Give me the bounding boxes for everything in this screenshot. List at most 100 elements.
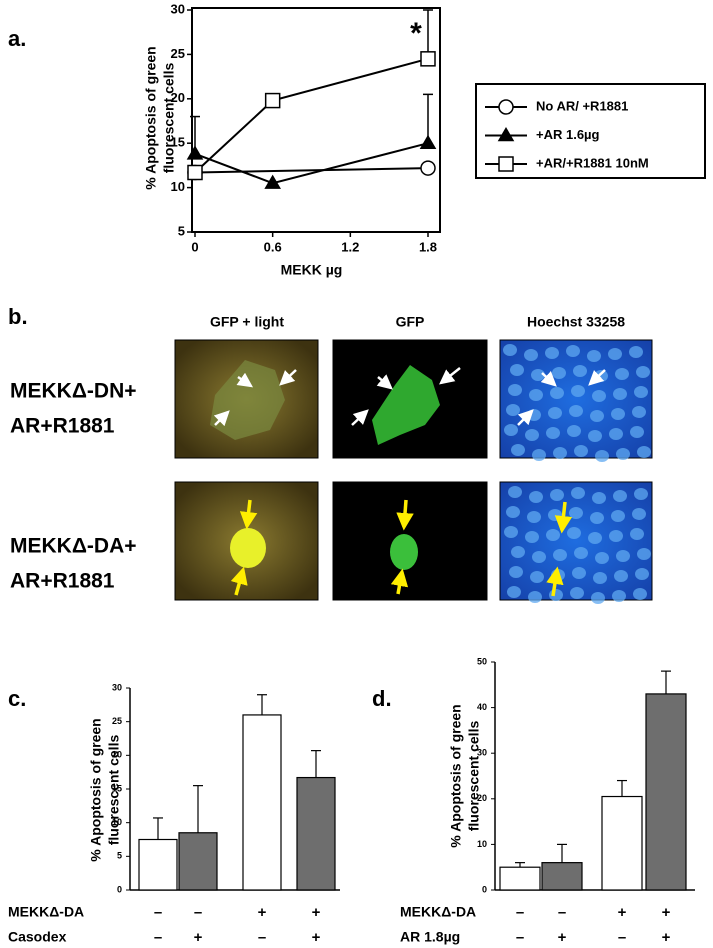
nucleus bbox=[510, 364, 524, 376]
nucleus bbox=[532, 449, 546, 461]
nucleus bbox=[588, 532, 602, 544]
nucleus bbox=[508, 384, 522, 396]
y-tick-label: 30 bbox=[112, 682, 122, 692]
y-tick-label: 30 bbox=[171, 1, 185, 16]
y-axis-label: fluorescent cells bbox=[106, 735, 122, 846]
y-tick-label: 5 bbox=[178, 223, 185, 238]
legend-box bbox=[475, 83, 706, 179]
nucleus bbox=[530, 571, 544, 583]
annotation: * bbox=[410, 17, 422, 50]
gfp-cells bbox=[372, 365, 440, 445]
nucleus bbox=[506, 404, 520, 416]
factor-label: AR 1.8µg bbox=[400, 929, 460, 945]
y-tick-label: 20 bbox=[112, 750, 122, 760]
y-tick-label: 15 bbox=[171, 135, 185, 150]
y-tick-label: 15 bbox=[112, 783, 122, 793]
nucleus bbox=[545, 347, 559, 359]
factor-sign: – bbox=[194, 904, 202, 921]
nucleus bbox=[630, 528, 644, 540]
nucleus bbox=[511, 546, 525, 558]
y-tick-label: 20 bbox=[171, 90, 185, 105]
column-header: GFP + light bbox=[210, 314, 284, 330]
bar bbox=[601, 795, 643, 891]
nucleus bbox=[574, 445, 588, 457]
nucleus bbox=[504, 526, 518, 538]
nucleus bbox=[587, 350, 601, 362]
image-gfp bbox=[332, 339, 488, 459]
nucleus bbox=[549, 589, 563, 601]
y-axis-label: % Apoptosis of green bbox=[88, 718, 104, 861]
panel-label: b. bbox=[8, 304, 28, 329]
nucleus bbox=[590, 410, 604, 422]
legend-marker bbox=[498, 99, 514, 115]
nucleus bbox=[615, 368, 629, 380]
y-tick-label: 25 bbox=[171, 46, 185, 61]
row-label: AR+R1881 bbox=[10, 415, 115, 438]
nucleus bbox=[524, 349, 538, 361]
y-tick-label: 30 bbox=[477, 748, 487, 758]
nucleus bbox=[527, 511, 541, 523]
y-axis-label: % Apoptosis of green bbox=[448, 704, 464, 847]
arrows bbox=[213, 367, 606, 427]
factor-sign: + bbox=[662, 929, 671, 946]
nucleus bbox=[550, 387, 564, 399]
nucleus bbox=[532, 551, 546, 563]
nucleus bbox=[553, 447, 567, 459]
nucleus bbox=[573, 365, 587, 377]
nucleus bbox=[609, 428, 623, 440]
x-tick-label: 0.6 bbox=[264, 239, 282, 254]
factor-sign: + bbox=[194, 929, 203, 946]
nucleus bbox=[595, 552, 609, 564]
nucleus bbox=[633, 588, 647, 600]
nucleus bbox=[528, 591, 542, 603]
x-tick-label: 1.2 bbox=[341, 239, 359, 254]
legend-label: No AR/ +R1881 bbox=[536, 98, 628, 113]
nucleus bbox=[508, 486, 522, 498]
y-tick-label: 10 bbox=[171, 179, 185, 194]
bar bbox=[296, 776, 336, 891]
factor-sign: + bbox=[662, 904, 671, 921]
y-tick-label: 40 bbox=[477, 702, 487, 712]
column-header: Hoechst 33258 bbox=[527, 314, 625, 330]
nucleus bbox=[509, 566, 523, 578]
nucleus bbox=[630, 426, 644, 438]
nucleus bbox=[552, 367, 566, 379]
nucleus bbox=[546, 529, 560, 541]
nucleus bbox=[572, 567, 586, 579]
factor-sign: – bbox=[154, 904, 162, 921]
nucleus bbox=[637, 446, 651, 458]
nucleus bbox=[569, 405, 583, 417]
y-tick-label: 0 bbox=[117, 884, 122, 894]
nucleus bbox=[590, 512, 604, 524]
row-label: MEKKΔ-DA+ bbox=[10, 535, 137, 558]
bar bbox=[645, 693, 687, 891]
legend-label: +AR 1.6µg bbox=[536, 127, 600, 142]
series-line bbox=[194, 142, 429, 185]
image-hoechst bbox=[499, 481, 653, 601]
bar bbox=[138, 838, 178, 891]
column-header: GFP bbox=[396, 314, 425, 330]
y-tick-label: 10 bbox=[477, 839, 487, 849]
nucleus bbox=[636, 366, 650, 378]
legend-marker bbox=[498, 156, 514, 172]
gfp-cell bbox=[230, 528, 266, 568]
nucleus bbox=[637, 548, 651, 560]
legend-marker bbox=[497, 127, 515, 142]
bar bbox=[178, 832, 218, 891]
y-axis-label: % Apoptosis of green bbox=[143, 46, 159, 189]
bar bbox=[541, 862, 583, 891]
factor-label: Casodex bbox=[8, 929, 67, 945]
factor-sign: – bbox=[558, 904, 566, 921]
factor-sign: + bbox=[312, 904, 321, 921]
nucleus bbox=[546, 427, 560, 439]
factor-sign: – bbox=[516, 929, 524, 946]
marker bbox=[264, 174, 281, 189]
panel-label: c. bbox=[8, 686, 26, 711]
legend-label: +AR/+R1881 10nM bbox=[536, 155, 649, 170]
marker bbox=[420, 51, 436, 67]
nucleus bbox=[567, 527, 581, 539]
nucleus bbox=[616, 550, 630, 562]
nucleus bbox=[634, 386, 648, 398]
